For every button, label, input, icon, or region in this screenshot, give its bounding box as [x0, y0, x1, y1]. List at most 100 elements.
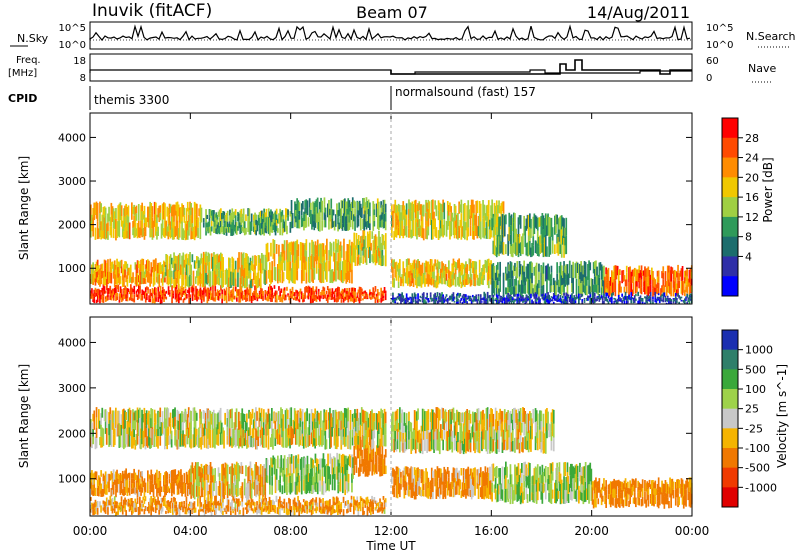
scatter-cell	[127, 267, 130, 276]
scatter-cell	[491, 296, 493, 299]
scatter-cell	[165, 254, 167, 265]
scatter-cell	[201, 423, 204, 435]
scatter-cell	[331, 417, 333, 427]
scatter-cell	[341, 412, 344, 429]
scatter-cell	[139, 428, 141, 439]
scatter-cell	[246, 482, 248, 500]
scatter-cell	[194, 507, 197, 513]
scatter-cell	[550, 285, 553, 292]
scatter-cell	[632, 269, 635, 282]
scatter-cell	[222, 510, 224, 515]
scatter-cell	[473, 267, 475, 274]
scatter-cell	[656, 299, 659, 302]
scatter-cell	[206, 507, 208, 511]
scatter-cell	[591, 296, 594, 300]
scatter-cell	[363, 197, 365, 207]
scatter-cell	[446, 298, 449, 301]
scatter-cell	[632, 281, 635, 295]
scatter-cell	[432, 265, 434, 272]
scatter-cell	[306, 289, 309, 293]
scatter-cell	[457, 259, 459, 269]
scatter-cell	[501, 297, 504, 299]
scatter-cell	[210, 253, 213, 269]
scatter-cell	[348, 239, 351, 251]
scatter-cell	[307, 473, 310, 482]
scatter-cell	[160, 278, 163, 283]
scatter-cell	[120, 480, 123, 487]
scatter-cell	[337, 459, 340, 468]
scatter-cell	[473, 213, 475, 223]
scatter-cell	[172, 293, 174, 296]
scatter-cell	[356, 256, 359, 266]
scatter-cell	[347, 435, 349, 449]
scatter-cell	[353, 455, 356, 466]
scatter-cell	[649, 284, 652, 294]
scatter-cell	[559, 244, 562, 254]
scatter-cell	[100, 470, 102, 477]
scatter-cell	[231, 208, 234, 216]
scatter-cell	[152, 428, 155, 447]
scatter-cell	[340, 214, 343, 229]
scatter-cell	[289, 428, 291, 439]
scatter-cell	[380, 408, 382, 419]
scatter-cell	[239, 488, 242, 496]
scatter-cell	[353, 295, 355, 304]
scatter-cell	[437, 210, 440, 221]
scatter-cell	[227, 411, 230, 429]
scatter-cell	[499, 235, 501, 245]
scatter-cell	[150, 203, 153, 212]
scatter-cell	[397, 203, 400, 212]
scatter-cell	[143, 291, 146, 299]
scatter-cell	[173, 279, 175, 289]
scatter-cell	[596, 296, 598, 298]
scatter-cell	[230, 297, 232, 301]
scatter-cell	[130, 284, 132, 293]
scatter-cell	[611, 283, 613, 296]
scatter-cell	[92, 479, 94, 485]
scatter-cell	[159, 212, 162, 221]
scatter-cell	[149, 298, 152, 303]
scatter-cell	[437, 272, 440, 285]
scatter-cell	[450, 295, 452, 300]
scatter-cell	[441, 212, 443, 220]
scatter-cell	[245, 253, 247, 262]
scatter-cell	[288, 482, 291, 493]
scatter-cell	[287, 215, 289, 221]
scatter-cell	[210, 502, 213, 507]
scatter-cell	[188, 228, 190, 236]
scatter-cell	[160, 296, 163, 300]
scatter-cell	[249, 287, 252, 295]
scatter-cell	[199, 204, 202, 222]
scatter-cell	[93, 289, 96, 295]
scatter-cell	[250, 279, 253, 289]
scatter-cell	[311, 476, 313, 486]
scatter-cell	[289, 293, 292, 299]
scatter-cell	[155, 258, 157, 271]
scatter-cell	[369, 292, 371, 296]
scatter-cell	[462, 298, 465, 301]
scatter-cell	[394, 301, 397, 304]
scatter-cell	[225, 295, 228, 304]
scatter-cell	[305, 272, 308, 284]
scatter-cell	[535, 285, 538, 297]
scatter-cell	[490, 260, 492, 273]
scatter-cell	[255, 479, 257, 498]
scatter-cell	[448, 299, 450, 301]
scatter-cell	[163, 295, 165, 302]
scatter-cell	[345, 272, 348, 284]
scatter-cell	[655, 302, 658, 304]
scatter-cell	[249, 435, 252, 448]
scatter-cell	[274, 293, 277, 297]
scatter-cell	[249, 272, 252, 281]
scatter-cell	[469, 298, 472, 300]
scatter-cell	[338, 482, 341, 492]
scatter-cell	[253, 295, 255, 298]
scatter-cell	[564, 245, 566, 255]
scatter-cell	[130, 292, 132, 301]
scatter-cell	[117, 505, 119, 511]
scatter-cell	[556, 233, 558, 244]
scatter-cell	[242, 252, 245, 270]
scatter-cell	[685, 275, 687, 282]
scatter-cell	[554, 295, 556, 298]
scatter-cell	[486, 291, 489, 299]
